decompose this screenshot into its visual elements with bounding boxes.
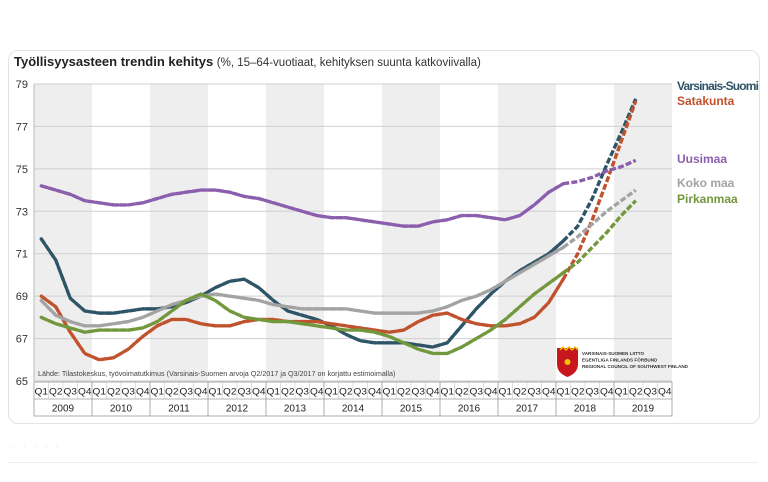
chart-title: Työllisyysasteen trendin kehitys (%, 15–…	[14, 54, 481, 69]
series-trend-varsinais-suomi	[562, 98, 638, 243]
x-tick-label-Q2: Q2	[629, 387, 643, 398]
legend-label-koko-maa: Koko maa	[677, 176, 735, 190]
x-tick-label-Q3: Q3	[238, 387, 252, 398]
x-tick-label-Q3: Q3	[586, 387, 600, 398]
year-label-2018: 2018	[574, 404, 597, 415]
x-tick-label-Q1: Q1	[383, 387, 397, 398]
x-tick-label-Q3: Q3	[180, 387, 194, 398]
legend-label-uusimaa: Uusimaa	[677, 152, 727, 166]
x-tick-label-Q3: Q3	[296, 387, 310, 398]
year-band-2017	[498, 84, 556, 381]
series-line-varsinais-suomi	[39, 237, 565, 349]
x-tick-label-Q3: Q3	[644, 387, 658, 398]
x-tick-label-Q3: Q3	[64, 387, 78, 398]
year-label-2019: 2019	[632, 404, 655, 415]
y-tick-label-73: 73	[16, 206, 28, 218]
y-tick-label-65: 65	[16, 376, 28, 388]
source-note: Lähde: Tilastokeskus, työvoimatutkimus (…	[38, 369, 395, 378]
x-tick-label-Q1: Q1	[499, 387, 513, 398]
x-tick-label-Q4: Q4	[194, 387, 208, 398]
x-tick-label-Q1: Q1	[93, 387, 107, 398]
year-label-2012: 2012	[226, 404, 249, 415]
x-tick-label-Q2: Q2	[165, 387, 179, 398]
year-band-2013	[266, 84, 324, 381]
x-tick-label-Q1: Q1	[209, 387, 223, 398]
series-trend-satakunta	[561, 100, 638, 281]
y-tick-label-67: 67	[16, 334, 28, 346]
x-tick-label-Q4: Q4	[310, 387, 324, 398]
year-label-2010: 2010	[110, 404, 133, 415]
x-tick-label-Q3: Q3	[528, 387, 542, 398]
regional-council-logo	[557, 346, 579, 377]
footer-divider	[8, 462, 758, 463]
decorative-dots: · · · · ·	[12, 442, 62, 451]
legend-label-varsinais-suomi: Varsinais-Suomi	[677, 79, 759, 93]
x-tick-label-Q2: Q2	[339, 387, 353, 398]
year-label-2015: 2015	[400, 404, 423, 415]
x-tick-label-Q4: Q4	[658, 387, 672, 398]
x-tick-label-Q4: Q4	[368, 387, 382, 398]
series-trend-pirkanmaa	[562, 199, 637, 275]
series-line-pirkanmaa	[39, 271, 565, 356]
y-tick-label-79: 79	[16, 79, 28, 91]
lion-icon	[564, 359, 571, 365]
logo-text-line: REGIONAL COUNCIL OF SOUTHWEST FINLAND	[582, 364, 689, 369]
x-tick-label-Q2: Q2	[281, 387, 295, 398]
logo-text-line: VARSINAIS-SUOMEN LIITTO	[582, 351, 645, 356]
series-trend-uusimaa	[563, 158, 637, 186]
series-line-satakunta	[39, 277, 565, 362]
year-label-2014: 2014	[342, 404, 365, 415]
x-tick-label-Q3: Q3	[354, 387, 368, 398]
x-tick-label-Q1: Q1	[557, 387, 571, 398]
x-tick-label-Q2: Q2	[455, 387, 469, 398]
x-tick-label-Q3: Q3	[412, 387, 426, 398]
logo-text-line: EGENTLIGA FINLANDS FÖRBUND	[582, 357, 658, 363]
chart-title-main: Työllisyysasteen trendin kehitys	[14, 54, 214, 69]
x-tick-label-Q2: Q2	[107, 387, 121, 398]
x-tick-label-Q3: Q3	[122, 387, 136, 398]
year-label-2011: 2011	[168, 404, 190, 415]
x-tick-label-Q1: Q1	[151, 387, 165, 398]
x-tick-label-Q1: Q1	[267, 387, 281, 398]
x-tick-label-Q2: Q2	[49, 387, 63, 398]
crown-icon	[559, 346, 579, 351]
x-tick-label-Q2: Q2	[397, 387, 411, 398]
x-tick-label-Q2: Q2	[513, 387, 527, 398]
series-line-koko-maa	[39, 245, 565, 328]
x-tick-label-Q4: Q4	[252, 387, 266, 398]
x-tick-label-Q4: Q4	[484, 387, 498, 398]
legend-label-pirkanmaa: Pirkanmaa	[677, 192, 738, 206]
year-label-2009: 2009	[52, 404, 75, 415]
y-tick-label-75: 75	[16, 164, 28, 176]
x-tick-label-Q3: Q3	[470, 387, 484, 398]
year-label-2013: 2013	[284, 404, 307, 415]
year-band-2011	[150, 84, 208, 381]
x-tick-label-Q2: Q2	[223, 387, 237, 398]
x-tick-label-Q1: Q1	[615, 387, 629, 398]
series-line-uusimaa	[39, 182, 565, 228]
x-tick-label-Q1: Q1	[35, 387, 49, 398]
x-tick-label-Q1: Q1	[441, 387, 455, 398]
x-tick-label-Q4: Q4	[542, 387, 556, 398]
x-tick-label-Q4: Q4	[136, 387, 150, 398]
chart-subtitle: (%, 15–64-vuotiaat, kehityksen suunta ka…	[216, 57, 481, 69]
y-tick-label-71: 71	[16, 249, 28, 261]
x-tick-label-Q1: Q1	[325, 387, 339, 398]
year-label-2017: 2017	[516, 404, 539, 415]
year-band-2009	[34, 84, 92, 381]
y-tick-label-69: 69	[16, 291, 28, 303]
series-trend-koko-maa	[562, 188, 637, 249]
x-tick-label-Q4: Q4	[426, 387, 440, 398]
x-tick-label-Q2: Q2	[571, 387, 585, 398]
year-label-2016: 2016	[458, 404, 481, 415]
legend-label-satakunta: Satakunta	[677, 94, 735, 108]
x-tick-label-Q4: Q4	[78, 387, 92, 398]
x-tick-label-Q4: Q4	[600, 387, 614, 398]
y-tick-label-77: 77	[16, 121, 28, 133]
